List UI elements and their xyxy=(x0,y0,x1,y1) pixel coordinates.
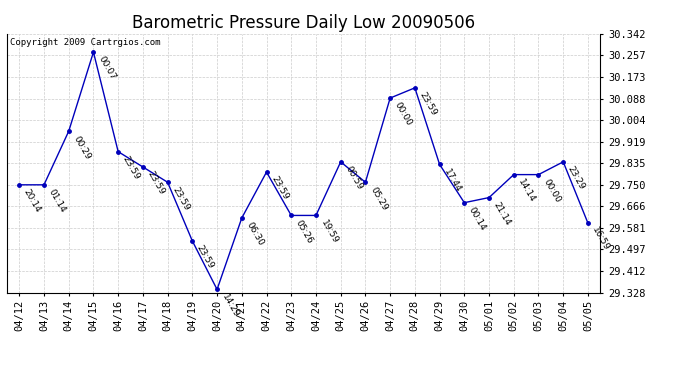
Text: 00:59: 00:59 xyxy=(344,165,364,192)
Text: 21:14: 21:14 xyxy=(492,200,513,227)
Text: 20:14: 20:14 xyxy=(22,188,43,214)
Text: 05:26: 05:26 xyxy=(294,218,315,245)
Text: 00:00: 00:00 xyxy=(541,177,562,204)
Title: Barometric Pressure Daily Low 20090506: Barometric Pressure Daily Low 20090506 xyxy=(132,14,475,32)
Text: 14:14: 14:14 xyxy=(517,177,537,204)
Text: 00:29: 00:29 xyxy=(72,134,92,161)
Text: 23:59: 23:59 xyxy=(269,175,290,202)
Text: Copyright 2009 Cartrgios.com: Copyright 2009 Cartrgios.com xyxy=(10,38,160,46)
Text: 23:59: 23:59 xyxy=(170,185,191,212)
Text: 00:00: 00:00 xyxy=(393,101,413,128)
Text: 23:59: 23:59 xyxy=(417,91,438,117)
Text: 14:29: 14:29 xyxy=(220,292,240,319)
Text: 06:30: 06:30 xyxy=(244,221,265,248)
Text: 19:59: 19:59 xyxy=(319,218,339,245)
Text: 17:44: 17:44 xyxy=(442,167,463,194)
Text: 00:07: 00:07 xyxy=(96,55,117,82)
Text: 23:59: 23:59 xyxy=(195,244,216,270)
Text: 23:29: 23:29 xyxy=(566,165,586,191)
Text: 01:14: 01:14 xyxy=(47,188,68,214)
Text: 16:59: 16:59 xyxy=(591,226,611,253)
Text: 23:59: 23:59 xyxy=(121,154,141,181)
Text: 23:59: 23:59 xyxy=(146,170,166,196)
Text: 00:14: 00:14 xyxy=(467,206,488,232)
Text: 05:29: 05:29 xyxy=(368,185,389,212)
